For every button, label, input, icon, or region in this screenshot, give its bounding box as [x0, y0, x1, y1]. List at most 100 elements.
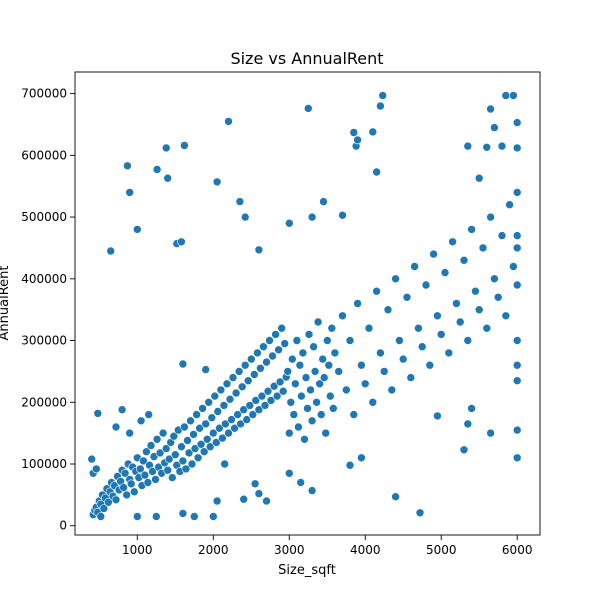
data-point [212, 177, 222, 187]
data-point [433, 411, 442, 421]
data-point [169, 431, 179, 441]
data-point [315, 379, 325, 389]
data-point [306, 385, 315, 395]
data-point [205, 442, 215, 452]
chart-title: Size vs AnnualRent [230, 49, 383, 68]
data-point [234, 367, 244, 376]
data-point [250, 479, 260, 489]
data-point [512, 118, 522, 127]
data-point [178, 359, 188, 369]
data-point [378, 91, 388, 100]
data-point [316, 410, 326, 419]
data-point [398, 354, 408, 364]
data-point [204, 397, 213, 407]
data-point [143, 478, 153, 487]
data-point [212, 496, 222, 506]
data-point [224, 117, 233, 126]
data-point [303, 104, 313, 113]
data-point [512, 243, 522, 253]
data-point [321, 428, 331, 438]
data-point [158, 428, 168, 438]
data-point [414, 323, 423, 333]
data-point [225, 394, 235, 404]
data-point [195, 423, 204, 433]
data-point [372, 167, 381, 177]
data-point [183, 436, 192, 445]
data-point [163, 173, 172, 183]
data-point [278, 386, 288, 396]
data-point [213, 407, 223, 416]
data-point [269, 381, 279, 391]
data-point [266, 396, 276, 405]
data-point [289, 410, 299, 419]
data-point [163, 465, 172, 475]
data-point [459, 445, 469, 455]
data-point [190, 512, 199, 521]
data-point [318, 354, 328, 364]
data-point [250, 370, 259, 379]
data-point [251, 396, 261, 405]
data-point [240, 360, 250, 370]
data-point [319, 197, 328, 206]
data-point [421, 280, 431, 290]
data-point [268, 351, 277, 361]
plot-frame [74, 71, 541, 536]
data-point [391, 274, 400, 284]
data-point [227, 415, 236, 424]
data-point [303, 404, 312, 413]
data-point [440, 268, 450, 277]
data-point [330, 348, 340, 358]
y-tick-label: 400000 [21, 272, 67, 286]
data-point [243, 376, 253, 386]
data-point [294, 422, 303, 432]
data-point [133, 225, 142, 234]
data-point [260, 401, 270, 410]
data-point [216, 385, 226, 395]
data-point [387, 385, 397, 395]
data-point [155, 448, 165, 458]
data-point [236, 419, 245, 429]
data-point [297, 391, 306, 401]
y-tick-label: 600000 [21, 148, 67, 162]
data-point [509, 91, 518, 100]
data-point [219, 401, 229, 410]
data-point [209, 428, 218, 438]
data-point [210, 391, 220, 401]
data-point [193, 453, 203, 463]
data-point [376, 101, 385, 111]
data-point [202, 434, 212, 444]
data-point [184, 448, 194, 458]
data-point [231, 388, 241, 398]
x-tick-label: 5000 [426, 543, 457, 557]
data-point [501, 311, 511, 321]
data-point [345, 460, 355, 470]
data-point [144, 410, 153, 419]
data-point [395, 336, 404, 345]
data-point [237, 382, 247, 392]
data-point [501, 91, 511, 100]
data-point [151, 475, 160, 484]
data-point [312, 397, 321, 407]
data-point [224, 428, 233, 438]
data-point [256, 363, 265, 373]
data-point [307, 416, 317, 426]
data-point [490, 274, 499, 284]
data-point [247, 354, 256, 364]
data-point [313, 317, 323, 327]
data-point [307, 212, 317, 222]
data-point [286, 397, 296, 407]
data-point [357, 360, 366, 370]
data-point [164, 454, 174, 464]
data-point [486, 104, 495, 114]
data-point [133, 512, 142, 521]
data-point [265, 336, 274, 345]
data-point [415, 508, 425, 518]
data-point [96, 512, 106, 521]
data-point [263, 386, 273, 396]
data-point [254, 405, 264, 415]
data-point [99, 504, 109, 513]
data-point [230, 423, 239, 433]
data-point [512, 280, 522, 290]
data-point [372, 286, 381, 296]
data-point [190, 444, 200, 453]
